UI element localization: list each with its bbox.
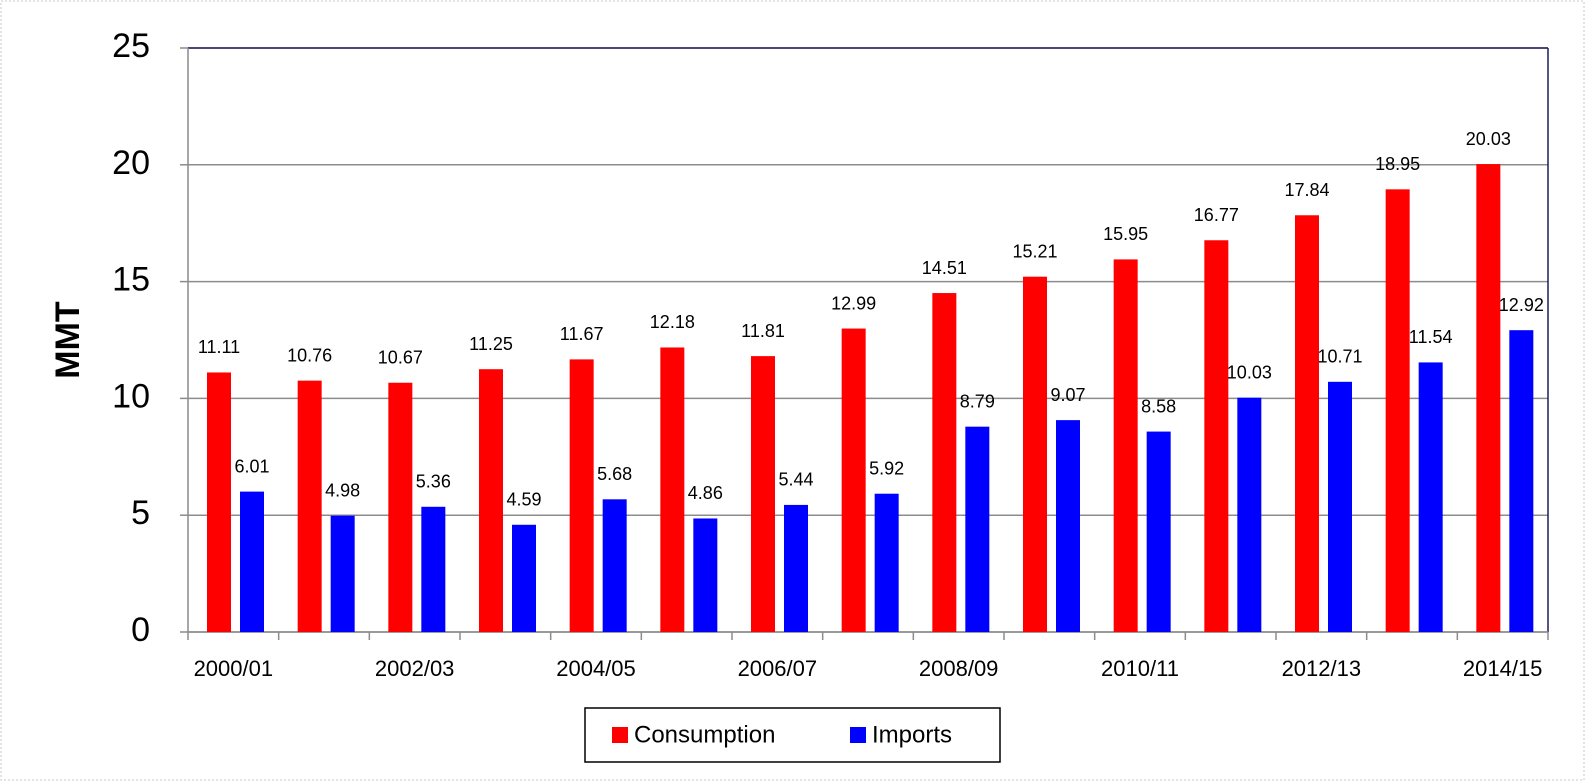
x-tick-label: 2000/01 xyxy=(194,656,274,681)
data-label: 11.67 xyxy=(560,324,604,344)
data-label: 6.01 xyxy=(234,456,269,476)
data-label: 16.77 xyxy=(1194,205,1239,225)
data-label: 12.99 xyxy=(831,293,876,313)
bar xyxy=(207,372,231,632)
bar xyxy=(1237,397,1262,632)
y-tick-label: 15 xyxy=(112,261,150,299)
bar xyxy=(297,380,322,632)
bar xyxy=(1113,259,1138,632)
bar xyxy=(1146,431,1171,632)
data-label: 5.44 xyxy=(778,470,813,490)
data-label: 4.98 xyxy=(325,480,360,500)
bar xyxy=(479,369,503,632)
data-label: 11.11 xyxy=(198,337,240,357)
legend-label: Imports xyxy=(872,721,952,748)
bar xyxy=(1023,276,1047,632)
data-label: 12.18 xyxy=(650,312,695,332)
data-label: 11.25 xyxy=(469,334,513,354)
data-label: 11.81 xyxy=(741,321,785,341)
data-label: 4.86 xyxy=(688,483,723,503)
bar xyxy=(1385,189,1410,632)
data-label: 10.03 xyxy=(1227,362,1272,382)
legend-swatch xyxy=(850,727,866,743)
data-label: 14.51 xyxy=(922,258,967,278)
data-label: 5.92 xyxy=(869,458,904,478)
y-tick-label: 5 xyxy=(131,494,150,532)
bar xyxy=(421,506,446,632)
y-axis-label: MMT xyxy=(49,301,87,379)
bar xyxy=(660,347,685,632)
bar xyxy=(1476,164,1501,633)
x-tick-label: 2004/05 xyxy=(556,656,636,681)
data-label: 12.92 xyxy=(1499,295,1544,315)
data-label: 11.54 xyxy=(1409,327,1453,347)
bar xyxy=(784,504,808,632)
bar xyxy=(1509,330,1534,632)
bar xyxy=(841,328,866,632)
y-tick-label: 25 xyxy=(112,27,150,65)
bar xyxy=(1295,215,1319,632)
x-tick-label: 2010/11 xyxy=(1101,656,1179,681)
data-label: 8.58 xyxy=(1141,396,1176,416)
x-tick-label: 2002/03 xyxy=(375,656,455,681)
bar xyxy=(388,382,413,632)
x-tick-label: 2006/07 xyxy=(738,656,818,681)
bar xyxy=(1328,381,1352,632)
data-label: 5.68 xyxy=(597,464,632,484)
data-label: 20.03 xyxy=(1466,129,1511,149)
bar xyxy=(602,499,627,632)
data-label: 15.95 xyxy=(1103,224,1148,244)
bar xyxy=(932,293,957,632)
bar xyxy=(1418,362,1443,632)
data-label: 5.36 xyxy=(416,472,451,492)
data-label: 18.95 xyxy=(1375,154,1420,174)
data-label: 10.67 xyxy=(378,347,423,367)
bar xyxy=(512,524,536,632)
data-label: 4.59 xyxy=(506,490,541,510)
bar xyxy=(569,359,594,632)
bar xyxy=(330,515,355,632)
y-tick-label: 0 xyxy=(131,611,150,649)
bar xyxy=(1056,420,1080,632)
legend-box xyxy=(584,707,1001,763)
data-label: 10.71 xyxy=(1317,347,1362,367)
bar xyxy=(693,518,718,632)
y-tick-label: 10 xyxy=(112,377,150,415)
legend-swatch xyxy=(612,727,628,743)
legend-label: Consumption xyxy=(634,721,775,748)
x-tick-label: 2014/15 xyxy=(1463,656,1543,681)
data-label: 17.84 xyxy=(1284,180,1329,200)
data-label: 15.21 xyxy=(1012,241,1057,261)
bar xyxy=(1204,240,1229,632)
bar xyxy=(965,426,990,632)
bar xyxy=(751,356,775,632)
data-label: 9.07 xyxy=(1050,385,1085,405)
x-tick-label: 2012/13 xyxy=(1282,656,1362,681)
bar xyxy=(240,491,264,632)
y-tick-label: 20 xyxy=(112,144,150,182)
x-tick-label: 2008/09 xyxy=(919,656,999,681)
data-label: 8.79 xyxy=(960,391,995,411)
bar xyxy=(874,493,899,632)
data-label: 10.76 xyxy=(287,345,332,365)
